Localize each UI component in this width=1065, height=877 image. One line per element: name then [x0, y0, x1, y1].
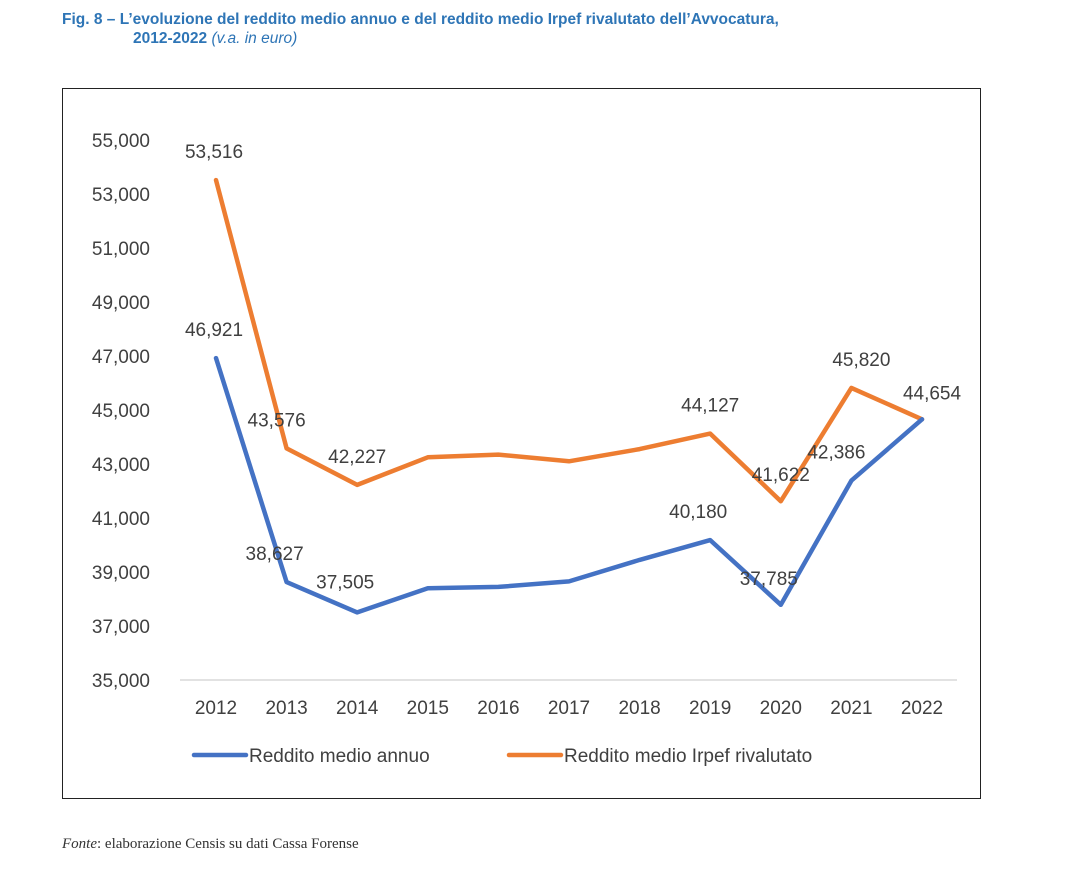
source-label: Fonte — [62, 836, 97, 852]
y-tick-label: 55,000 — [92, 131, 150, 152]
x-tick-label: 2013 — [265, 698, 307, 719]
x-tick-label: 2016 — [477, 698, 519, 719]
source-note: Fonte: elaborazione Censis su dati Cassa… — [62, 836, 359, 853]
x-tick-label: 2021 — [830, 698, 872, 719]
x-tick-label: 2020 — [760, 698, 802, 719]
y-axis: 35,000 37,000 39,000 41,000 43,000 45,000 47,0… — [92, 131, 150, 692]
data-label: 53,516 — [185, 142, 243, 163]
chart-title-line2: 2012-2022 (v.a. in euro) — [62, 29, 1022, 48]
x-axis: 2012 2013 2014 2015 2016 2017 2018 2019 2020 2021… — [180, 679, 957, 719]
legend-label: Reddito medio Irpef rivalutato — [564, 746, 812, 767]
x-tick-label: 2019 — [689, 698, 731, 719]
y-tick-label: 53,000 — [92, 185, 150, 206]
data-label: 41,622 — [752, 465, 810, 486]
chart-title-years: 2012-2022 — [133, 30, 208, 47]
x-tick-label: 2018 — [618, 698, 660, 719]
data-label: 37,785 — [740, 569, 798, 590]
chart-title: Fig. 8 – L’evoluzione del reddito medio … — [62, 10, 1022, 48]
chart-title-line1: Fig. 8 – L’evoluzione del reddito medio … — [62, 11, 779, 28]
legend-label: Reddito medio annuo — [249, 746, 430, 767]
data-label: 37,505 — [316, 572, 374, 593]
data-label: 44,127 — [681, 396, 739, 417]
series-group — [213, 177, 925, 615]
y-tick-label: 37,000 — [92, 617, 150, 638]
x-tick-label: 2014 — [336, 698, 379, 719]
data-label: 38,627 — [246, 544, 304, 565]
y-tick-label: 35,000 — [92, 671, 150, 692]
x-tick-label: 2017 — [548, 698, 590, 719]
source-text: : elaborazione Censis su dati Cassa Fore… — [97, 836, 359, 852]
x-tick-label: 2022 — [901, 698, 943, 719]
data-labels: 46,921 38,627 37,505 40,180 37,785 42,386 53,5… — [185, 142, 962, 593]
y-tick-label: 47,000 — [92, 347, 150, 368]
y-tick-label: 49,000 — [92, 293, 150, 314]
data-label: 40,180 — [669, 502, 727, 523]
chart-frame: 35,000 37,000 39,000 41,000 43,000 45,000 47,0… — [62, 88, 981, 799]
data-label: 42,227 — [328, 447, 386, 468]
line-chart: 35,000 37,000 39,000 41,000 43,000 45,000 47,0… — [92, 131, 962, 767]
data-label: 45,820 — [832, 350, 890, 371]
data-label: 42,386 — [807, 443, 865, 464]
y-tick-label: 39,000 — [92, 563, 150, 584]
y-tick-label: 45,000 — [92, 401, 150, 422]
chart-title-units: (v.a. in euro) — [211, 30, 298, 47]
data-label: 44,654 — [903, 383, 962, 404]
series-line — [213, 177, 925, 504]
data-label: 43,576 — [248, 410, 306, 431]
y-tick-label: 43,000 — [92, 455, 150, 476]
x-tick-label: 2015 — [407, 698, 449, 719]
legend: Reddito medio annuo Reddito medio Irpef r… — [191, 746, 812, 767]
x-tick-label: 2012 — [195, 698, 237, 719]
data-label: 46,921 — [185, 320, 243, 341]
y-tick-label: 41,000 — [92, 509, 150, 530]
series-line — [213, 355, 925, 615]
y-tick-label: 51,000 — [92, 239, 150, 260]
